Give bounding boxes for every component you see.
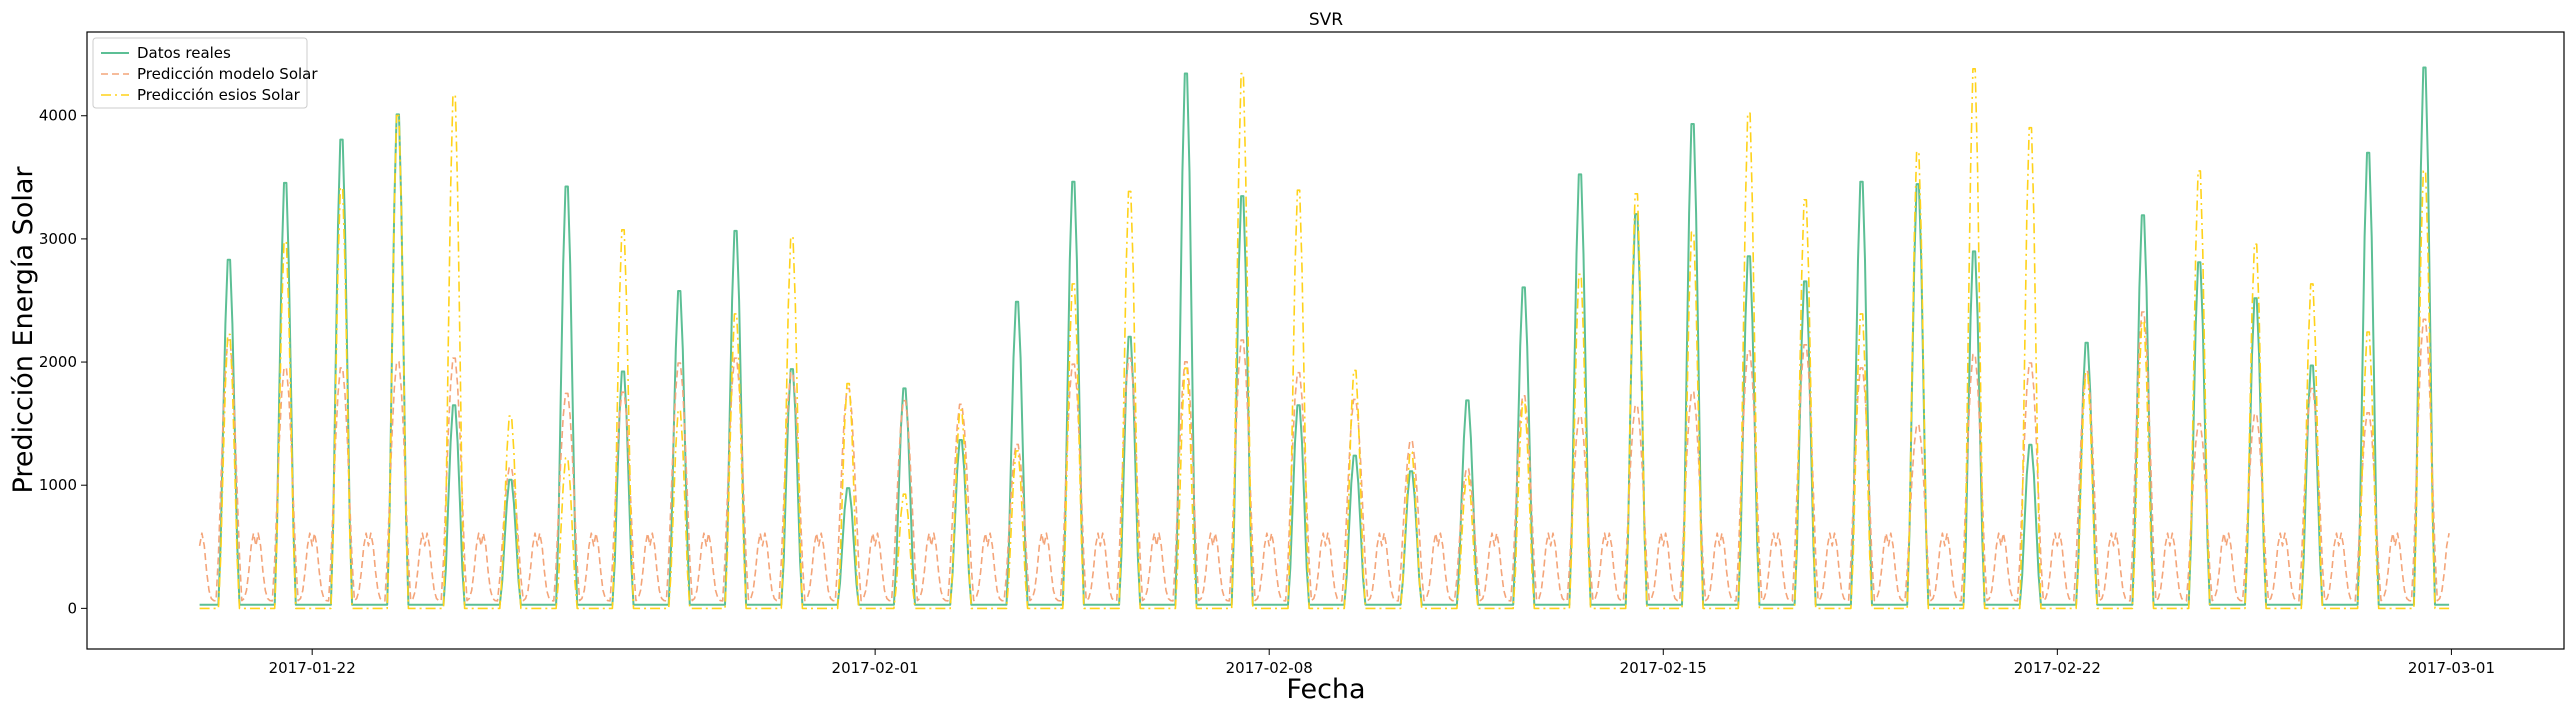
legend-label-0: Datos reales [137, 44, 231, 62]
axes-frame [86, 31, 2565, 650]
plot-area [198, 66, 2450, 610]
legend-box [92, 37, 308, 109]
legend-label-1: Predicción modelo Solar [137, 65, 318, 83]
y-tick-label: 4000 [39, 107, 77, 125]
chart-title: SVR [1309, 10, 1343, 30]
y-tick-label: 3000 [39, 230, 77, 248]
x-tick-label: 2017-02-08 [1226, 659, 1313, 677]
series-line-2 [199, 68, 2450, 610]
x-tick-label: 2017-02-01 [832, 659, 919, 677]
legend-label-2: Predicción esios Solar [137, 86, 301, 104]
x-tick-label: 2017-01-22 [269, 659, 356, 677]
y-tick-label: 0 [67, 599, 77, 617]
x-tick-label: 2017-02-15 [1620, 659, 1707, 677]
x-axis-title: Fecha [1286, 674, 1365, 705]
y-axis-title: Predicción Energía Solar [8, 166, 39, 494]
y-tick-label: 2000 [39, 353, 77, 371]
series-line-1 [198, 311, 2450, 602]
x-tick-label: 2017-03-01 [2408, 659, 2495, 677]
legend: Datos reales Predicción modelo Solar Predi… [92, 37, 318, 109]
x-tick-label: 2017-02-22 [2014, 659, 2101, 677]
y-tick-label: 1000 [39, 476, 77, 494]
